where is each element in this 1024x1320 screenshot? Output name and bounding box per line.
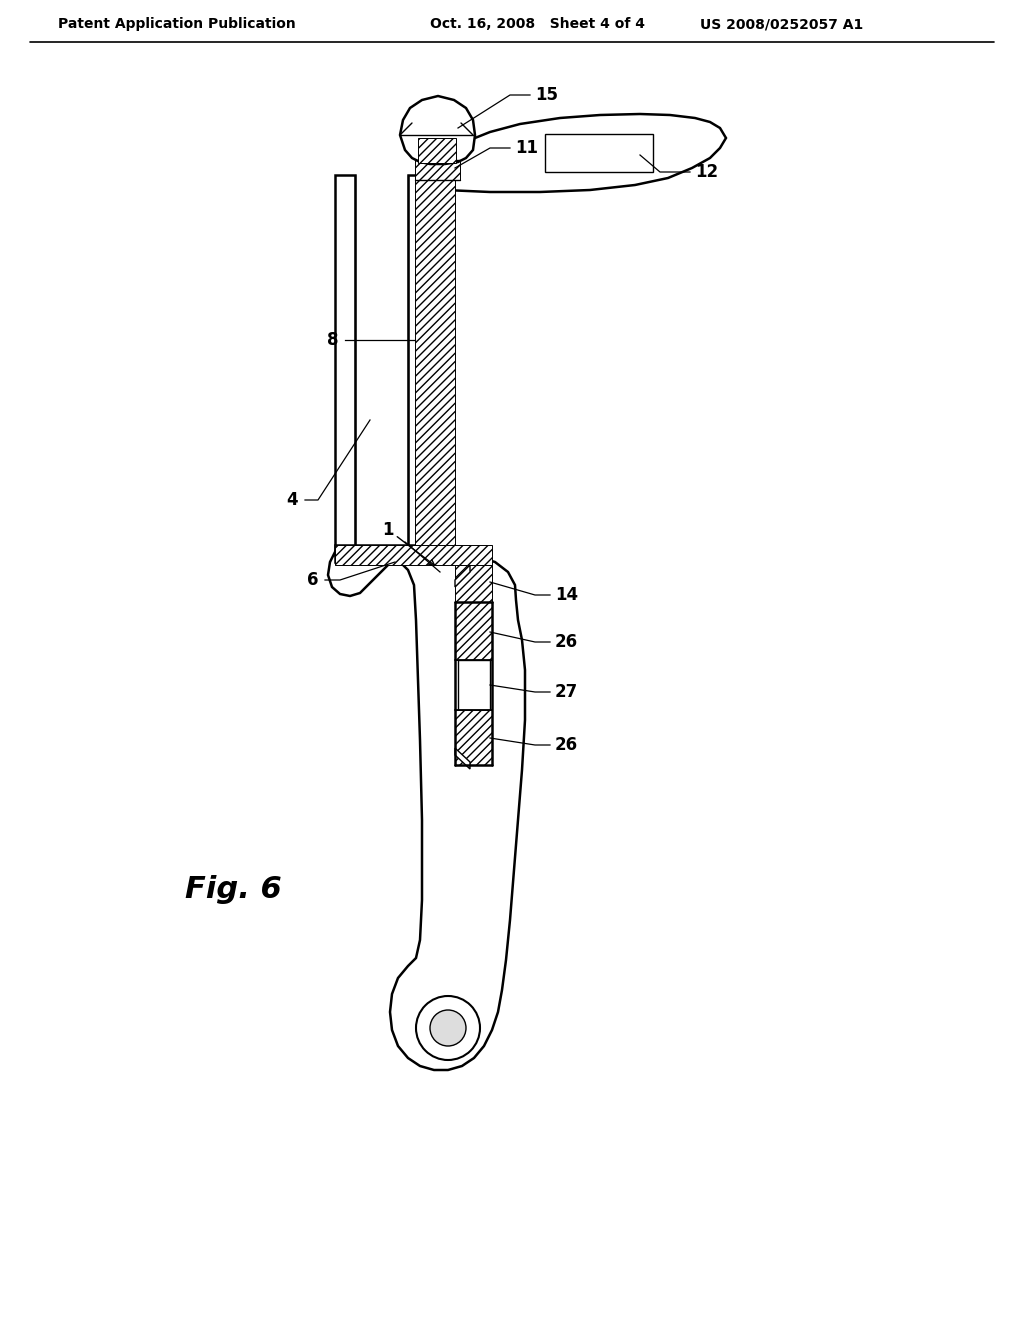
Circle shape xyxy=(430,1010,466,1045)
Text: 6: 6 xyxy=(306,572,318,589)
Polygon shape xyxy=(400,96,475,164)
Text: US 2008/0252057 A1: US 2008/0252057 A1 xyxy=(700,17,863,30)
Polygon shape xyxy=(335,545,425,562)
Text: 15: 15 xyxy=(535,86,558,104)
Polygon shape xyxy=(428,114,726,191)
Text: Oct. 16, 2008   Sheet 4 of 4: Oct. 16, 2008 Sheet 4 of 4 xyxy=(430,17,645,30)
Text: Fig. 6: Fig. 6 xyxy=(185,875,282,904)
Text: 1: 1 xyxy=(382,521,394,539)
Polygon shape xyxy=(335,545,492,565)
Text: 26: 26 xyxy=(555,737,579,754)
Polygon shape xyxy=(455,565,470,587)
Text: 14: 14 xyxy=(555,586,579,605)
Text: 27: 27 xyxy=(555,682,579,701)
Polygon shape xyxy=(328,552,525,1071)
Text: Patent Application Publication: Patent Application Publication xyxy=(58,17,296,30)
Polygon shape xyxy=(455,602,492,660)
Polygon shape xyxy=(415,180,455,554)
Polygon shape xyxy=(455,710,492,766)
Text: 4: 4 xyxy=(287,491,298,510)
Polygon shape xyxy=(335,176,355,554)
Text: 26: 26 xyxy=(555,634,579,651)
Polygon shape xyxy=(418,139,456,162)
Text: 8: 8 xyxy=(327,331,338,348)
Polygon shape xyxy=(415,160,460,180)
Polygon shape xyxy=(408,176,425,554)
Polygon shape xyxy=(458,660,490,710)
Text: 12: 12 xyxy=(695,162,718,181)
Polygon shape xyxy=(455,565,492,602)
Bar xyxy=(545,135,653,172)
Polygon shape xyxy=(455,748,470,770)
Circle shape xyxy=(416,997,480,1060)
Text: 11: 11 xyxy=(515,139,538,157)
